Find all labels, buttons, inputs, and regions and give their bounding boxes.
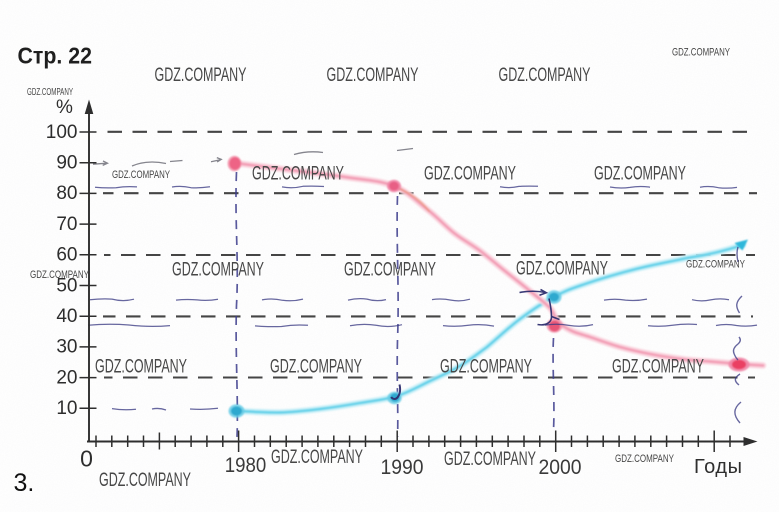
svg-text:GDZ.COMPANY: GDZ.COMPANY <box>499 64 591 86</box>
svg-text:%: % <box>56 97 73 118</box>
svg-text:GDZ.COMPANY: GDZ.COMPANY <box>27 87 73 98</box>
svg-text:90: 90 <box>56 153 77 174</box>
svg-text:30: 30 <box>56 337 77 358</box>
svg-text:Годы: Годы <box>694 456 743 478</box>
svg-text:40: 40 <box>56 306 77 327</box>
svg-text:GDZ.COMPANY: GDZ.COMPANY <box>172 259 264 281</box>
svg-text:GDZ.COMPANY: GDZ.COMPANY <box>686 259 745 271</box>
svg-text:GDZ.COMPANY: GDZ.COMPANY <box>327 64 419 86</box>
svg-text:2000: 2000 <box>539 456 582 479</box>
svg-text:GDZ.COMPANY: GDZ.COMPANY <box>155 64 247 86</box>
svg-text:Стр. 22: Стр. 22 <box>18 43 93 69</box>
svg-text:GDZ.COMPANY: GDZ.COMPANY <box>95 356 187 378</box>
svg-text:GDZ.COMPANY: GDZ.COMPANY <box>440 356 532 378</box>
svg-text:50: 50 <box>56 275 77 296</box>
svg-text:GDZ.COMPANY: GDZ.COMPANY <box>30 269 89 281</box>
svg-text:GDZ.COMPANY: GDZ.COMPANY <box>271 446 363 468</box>
svg-text:GDZ.COMPANY: GDZ.COMPANY <box>112 169 170 181</box>
svg-text:1980: 1980 <box>225 454 267 477</box>
svg-text:70: 70 <box>56 214 77 235</box>
svg-text:80: 80 <box>56 183 77 204</box>
svg-text:GDZ.COMPANY: GDZ.COMPANY <box>672 46 730 58</box>
svg-text:GDZ.COMPANY: GDZ.COMPANY <box>99 469 191 491</box>
svg-text:1990: 1990 <box>381 456 424 479</box>
svg-text:100: 100 <box>46 122 78 143</box>
svg-text:GDZ.COMPANY: GDZ.COMPANY <box>270 356 362 378</box>
svg-text:60: 60 <box>56 245 77 266</box>
svg-text:GDZ.COMPANY: GDZ.COMPANY <box>516 258 608 280</box>
svg-text:GDZ.COMPANY: GDZ.COMPANY <box>594 163 686 185</box>
svg-text:0: 0 <box>80 446 93 472</box>
svg-text:3.: 3. <box>14 469 35 497</box>
svg-text:GDZ.COMPANY: GDZ.COMPANY <box>444 448 536 470</box>
svg-text:10: 10 <box>56 398 77 419</box>
svg-text:GDZ.COMPANY: GDZ.COMPANY <box>344 259 436 281</box>
svg-text:GDZ.COMPANY: GDZ.COMPANY <box>615 453 674 465</box>
svg-text:GDZ.COMPANY: GDZ.COMPANY <box>252 163 344 185</box>
svg-text:GDZ.COMPANY: GDZ.COMPANY <box>424 163 516 185</box>
svg-text:20: 20 <box>56 367 77 388</box>
svg-text:GDZ.COMPANY: GDZ.COMPANY <box>612 356 704 378</box>
